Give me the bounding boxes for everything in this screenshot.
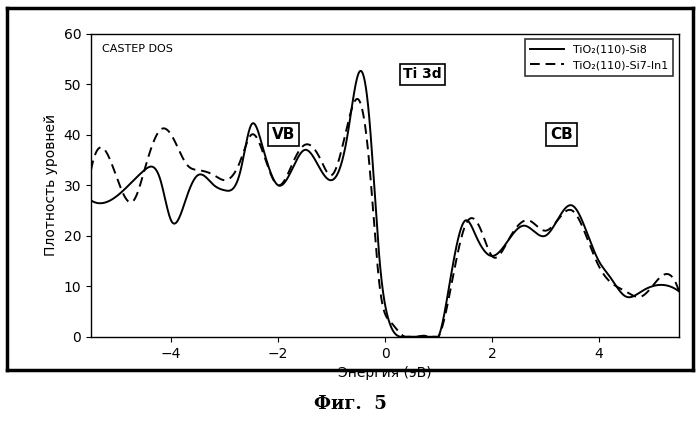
Text: CB: CB xyxy=(550,127,573,142)
TiO₂(110)-Si7-In1 xyxy=(664,272,672,277)
TiO₂(110)-Si8 xyxy=(675,289,683,294)
Legend: TiO₂(110)-Si8, TiO₂(110)-Si7-In1: TiO₂(110)-Si8, TiO₂(110)-Si7-In1 xyxy=(525,39,673,76)
TiO₂(110)-Si7-In1 xyxy=(401,334,410,339)
TiO₂(110)-Si7-In1 xyxy=(312,149,321,155)
Text: Фиг.  5: Фиг. 5 xyxy=(314,395,386,413)
TiO₂(110)-Si8 xyxy=(664,283,672,288)
TiO₂(110)-Si8 xyxy=(601,267,609,272)
Y-axis label: Плотность уровней: Плотность уровней xyxy=(44,114,58,256)
Text: Ti 3d: Ti 3d xyxy=(403,67,442,81)
TiO₂(110)-Si8 xyxy=(312,160,321,165)
TiO₂(110)-Si7-In1 xyxy=(675,289,683,294)
TiO₂(110)-Si7-In1 xyxy=(189,167,197,172)
TiO₂(110)-Si7-In1 xyxy=(154,130,162,135)
TiO₂(110)-Si7-In1 xyxy=(87,168,95,173)
Line: TiO₂(110)-Si8: TiO₂(110)-Si8 xyxy=(91,71,679,337)
TiO₂(110)-Si8 xyxy=(154,171,162,176)
TiO₂(110)-Si8 xyxy=(396,334,405,339)
X-axis label: Энергия (эВ): Энергия (эВ) xyxy=(338,366,432,380)
TiO₂(110)-Si8 xyxy=(87,198,95,203)
TiO₂(110)-Si7-In1 xyxy=(601,273,609,278)
TiO₂(110)-Si7-In1 xyxy=(338,146,346,151)
TiO₂(110)-Si8 xyxy=(189,179,197,184)
TiO₂(110)-Si8 xyxy=(338,159,346,164)
Line: TiO₂(110)-Si7-In1: TiO₂(110)-Si7-In1 xyxy=(91,99,679,337)
TiO₂(110)-Si7-In1 xyxy=(353,96,361,101)
Text: VB: VB xyxy=(272,127,295,142)
Text: CASTEP DOS: CASTEP DOS xyxy=(102,44,173,54)
TiO₂(110)-Si8 xyxy=(356,68,365,73)
